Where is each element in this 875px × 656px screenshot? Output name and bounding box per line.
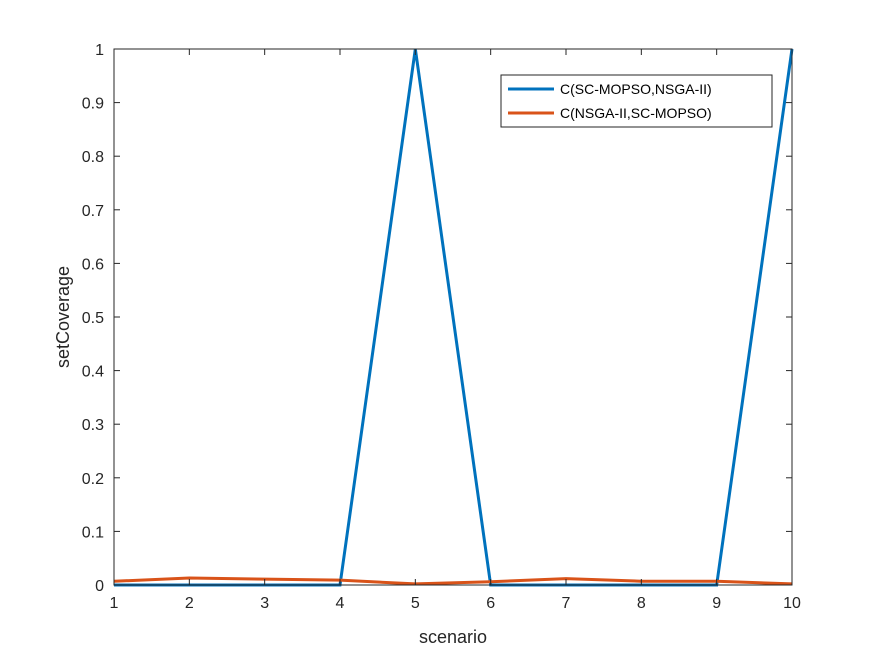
y-tick-label: 0.8 — [82, 149, 104, 166]
y-tick-label: 0.3 — [82, 417, 104, 434]
x-tick-label: 5 — [411, 595, 420, 612]
legend-label-1: C(SC-MOPSO,NSGA-II) — [560, 81, 712, 97]
y-axis: 0 0.1 0.2 0.3 0.4 0.5 0.6 0.7 0.8 0.9 1 — [82, 42, 792, 595]
y-tick-label: 1 — [95, 42, 104, 59]
x-tick-label: 9 — [712, 595, 721, 612]
legend-label-2: C(NSGA-II,SC-MOPSO) — [560, 105, 712, 121]
y-axis-label: setCoverage — [53, 266, 73, 368]
series-line-2 — [113, 576, 793, 586]
legend: C(SC-MOPSO,NSGA-II) C(NSGA-II,SC-MOPSO) — [500, 74, 773, 128]
x-tick-label: 3 — [260, 595, 269, 612]
x-tick-label: 8 — [637, 595, 646, 612]
x-axis: 1 2 3 4 5 6 7 8 9 10 — [110, 49, 801, 612]
legend-box — [500, 74, 773, 128]
y-tick-label: 0.2 — [82, 471, 104, 488]
y-tick-label: 0.5 — [82, 310, 104, 327]
x-tick-label: 6 — [486, 595, 495, 612]
x-axis-label: scenario — [419, 627, 487, 647]
y-tick-label: 0.1 — [82, 524, 104, 541]
x-tick-label: 7 — [562, 595, 571, 612]
y-tick-label: 0 — [95, 578, 104, 595]
y-tick-label: 0.6 — [82, 256, 104, 273]
x-tick-label: 10 — [783, 595, 801, 612]
x-tick-label: 1 — [110, 595, 119, 612]
y-tick-label: 0.4 — [82, 364, 104, 381]
x-tick-label: 4 — [336, 595, 345, 612]
y-tick-label: 0.9 — [82, 96, 104, 113]
x-tick-label: 2 — [185, 595, 194, 612]
y-tick-label: 0.7 — [82, 203, 104, 220]
